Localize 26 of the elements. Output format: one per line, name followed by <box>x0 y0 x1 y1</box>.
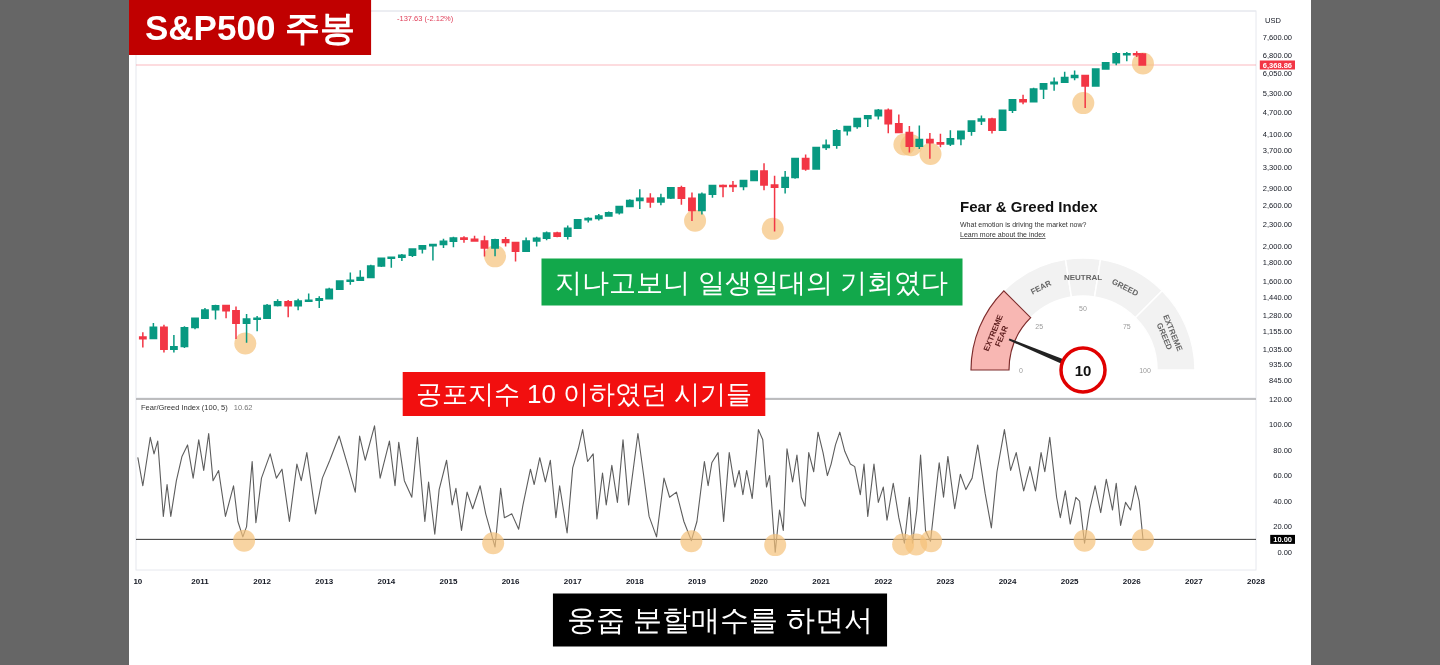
x-tick-label: 2020 <box>750 577 769 586</box>
x-tick-label: 2026 <box>1122 577 1142 586</box>
x-tick-label: 2022 <box>874 577 893 586</box>
chart-title: S&P500 주봉 <box>145 8 356 48</box>
x-tick-label: 2012 <box>253 577 272 586</box>
x-tick-label: 2027 <box>1184 577 1204 586</box>
x-tick-label: 2019 <box>688 577 707 586</box>
x-tick-label: 2024 <box>998 577 1017 586</box>
x-tick-label: 2023 <box>936 577 955 586</box>
x-tick-label: 2013 <box>315 577 334 586</box>
annotation: 공포지수 10 이하였던 시기들 <box>415 379 753 410</box>
x-tick-label: 10 <box>133 577 143 586</box>
x-tick-label: 2028 <box>1247 577 1266 586</box>
x-tick-label: 2011 <box>191 577 210 586</box>
text: 웅줍 분할매수를 하면서 <box>566 604 874 637</box>
x-tick-label: 2014 <box>377 577 396 586</box>
x-tick-label: 2016 <box>501 577 521 586</box>
x-tick-label: 2025 <box>1060 577 1080 586</box>
x-tick-label: 2021 <box>812 577 831 586</box>
annotation: 지나고보니 일생일대의 기회였다 <box>555 267 949 298</box>
slice-label: NEUTRAL <box>1063 273 1103 282</box>
x-tick-label: 2018 <box>625 577 645 586</box>
x-tick-label: 2017 <box>563 577 583 586</box>
chart-title: Fear & Greed Index <box>960 198 1099 215</box>
annotation: 10 <box>1074 361 1092 379</box>
x-tick-label: 2015 <box>439 577 458 586</box>
